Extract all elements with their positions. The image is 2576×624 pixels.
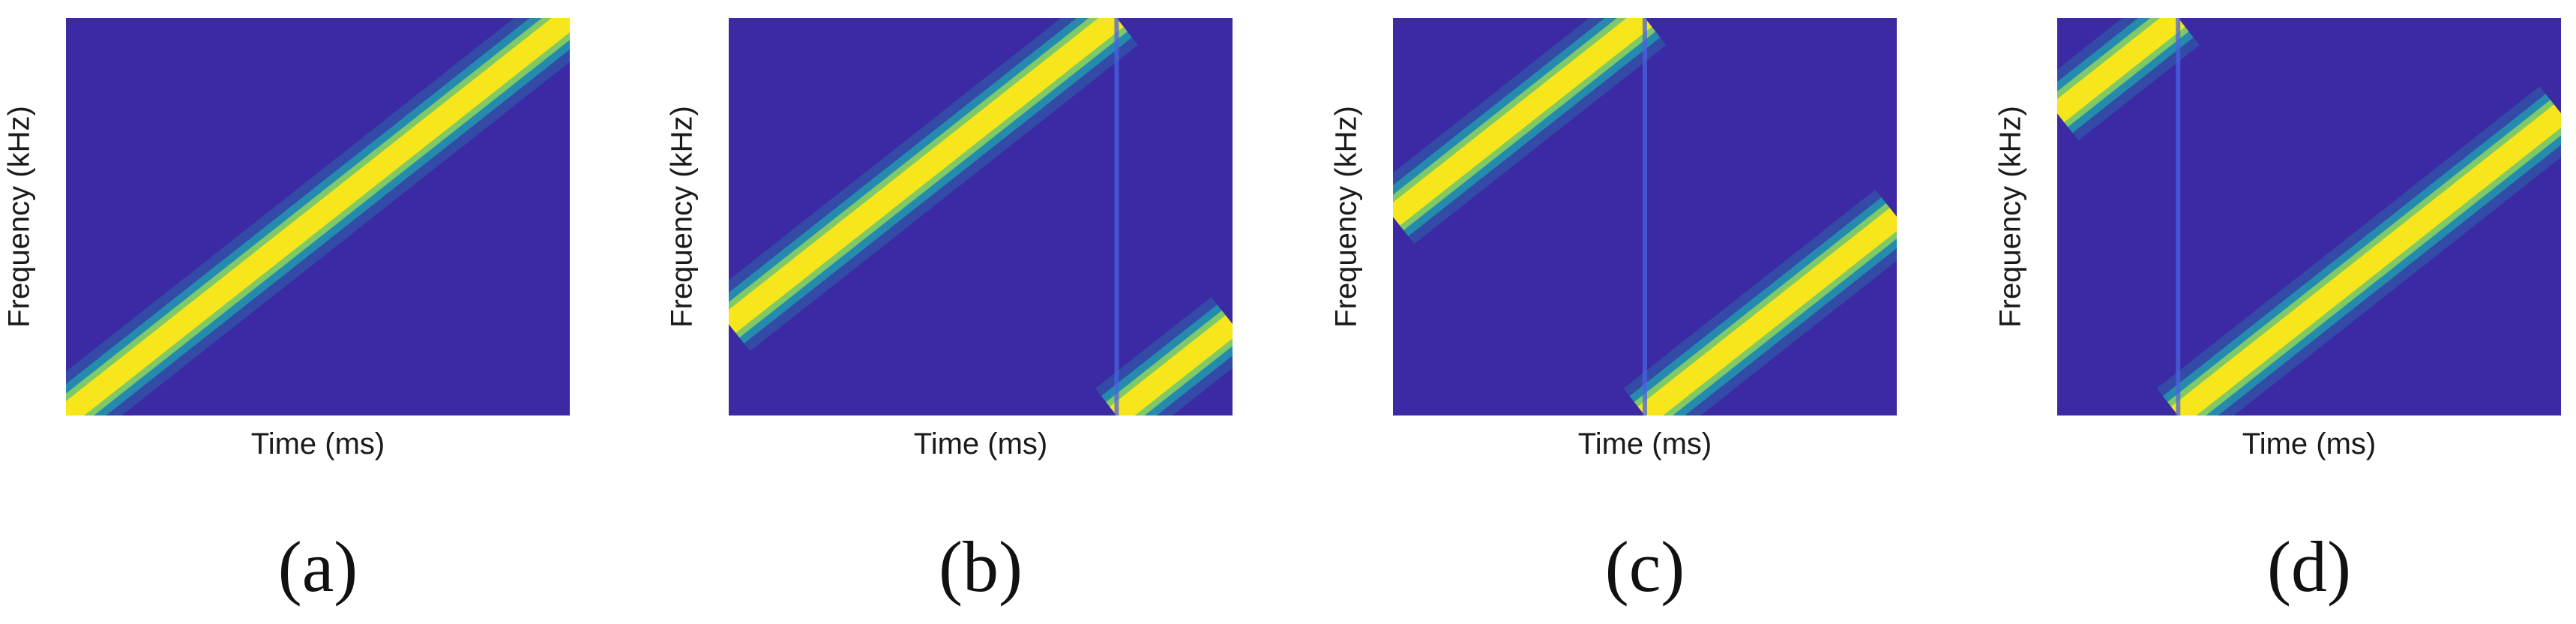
spectrogram-background	[729, 18, 1233, 416]
chirp-band-segment	[1637, 208, 1897, 416]
y-axis-label: Frequency (kHz)	[2, 106, 36, 328]
chirp-band-segment	[2057, 18, 2185, 122]
panel-caption: (d)	[2267, 526, 2351, 607]
panel-caption: (c)	[1604, 526, 1685, 607]
chirp-band-segment	[729, 18, 1124, 333]
panel-b: Frequency (kHz) Time (ms) (b)	[663, 0, 1307, 624]
chirp-band-segment	[1393, 18, 1652, 226]
y-axis-label: Frequency (kHz)	[1329, 106, 1363, 328]
spectrogram-background	[2057, 18, 2561, 416]
chirp-band-segment	[2170, 104, 2561, 416]
panel-caption: (a)	[277, 526, 358, 607]
panel-c: Frequency (kHz) Time (ms) (c)	[1327, 0, 1971, 624]
panel-a: Frequency (kHz) Time (ms) (a)	[0, 0, 644, 624]
spectrogram-a	[66, 18, 570, 416]
chirp-band-segment	[66, 18, 570, 416]
x-axis-label: Time (ms)	[913, 428, 1048, 460]
x-axis-label: Time (ms)	[1577, 428, 1712, 460]
x-axis-label: Time (ms)	[250, 428, 385, 460]
panel-caption: (b)	[939, 526, 1023, 607]
y-axis-label: Frequency (kHz)	[665, 106, 699, 328]
spectrogram-b	[729, 18, 1233, 416]
spectrogram-c	[1393, 18, 1897, 416]
spectrogram-d	[2057, 18, 2561, 416]
y-axis-label: Frequency (kHz)	[1993, 106, 2027, 328]
chirp-band-segment	[1110, 315, 1233, 416]
panel-d: Frequency (kHz) Time (ms) (d)	[1991, 0, 2576, 624]
x-axis-label: Time (ms)	[2242, 428, 2377, 460]
